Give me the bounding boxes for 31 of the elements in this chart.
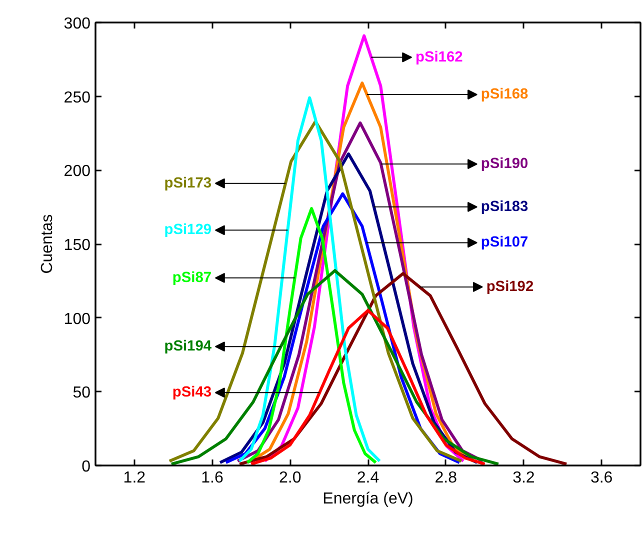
y-tick-label: 200 [64,163,91,180]
y-tick-label: 150 [64,237,91,254]
text: pSi183 [480,198,528,215]
line-series [238,96,382,463]
line-series [250,308,486,466]
y-tick-label: 250 [64,89,91,106]
x-tick-label: 1.6 [201,470,224,486]
y-tick-label: 300 [64,16,91,32]
x-tick-label: 2.8 [434,470,458,486]
text: pSi162 [415,49,463,66]
text: pSi107 [480,234,528,251]
y-tick-label: 100 [64,310,91,328]
text: pSi129 [164,222,212,238]
text: pSi194 [164,338,212,355]
text: pSi173 [164,175,212,192]
x-tick-label: 2.0 [279,470,302,486]
text: pSi168 [480,86,528,103]
y-axis-title: Cuentas [38,214,56,274]
y-tick-label: 0 [82,458,91,476]
y-tick-label: 50 [72,384,91,402]
text: pSi190 [480,156,528,172]
x-tick-label: 1.2 [123,470,146,486]
text: pSi87 [172,270,212,286]
x-axis-title: Energía (eV) [322,490,414,508]
line-series [246,207,378,464]
text: pSi43 [172,384,212,401]
x-tick-label: 2.4 [356,470,380,486]
x-tick-label: 3.2 [512,470,535,486]
line-series [238,272,568,466]
text: pSi192 [486,278,534,295]
x-tick-label: 3.6 [590,470,613,486]
